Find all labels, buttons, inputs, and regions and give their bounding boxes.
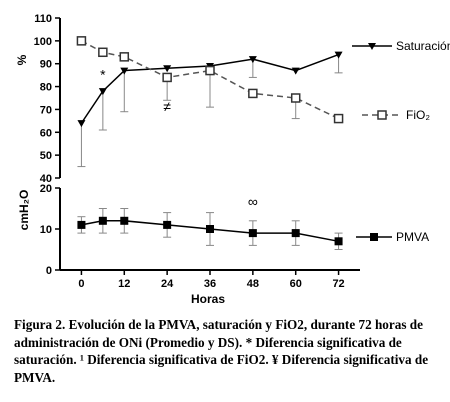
- legend-marker: [368, 43, 376, 50]
- x-tick-label: 24: [161, 278, 174, 290]
- y-tick-label: 90: [40, 59, 52, 71]
- data-point: [205, 65, 215, 76]
- data-point: [291, 229, 300, 238]
- x-tick-label: 60: [290, 278, 302, 290]
- legend-marker: [377, 110, 387, 120]
- y-tick-label: 10: [40, 224, 52, 236]
- data-point: [98, 88, 107, 96]
- data-point: [248, 88, 258, 99]
- data-point: [248, 56, 257, 64]
- data-point: [76, 36, 87, 46]
- series-fio-: [76, 36, 344, 124]
- top-y-axis-title: %: [15, 54, 29, 65]
- y-tick-label: 60: [40, 127, 52, 139]
- series-line: [80, 53, 339, 124]
- legend-label: PMVA: [396, 230, 429, 244]
- data-point: [98, 47, 108, 58]
- bottom-chart-marks: 0 10 20 0 12 24 36 48 60 72 PMVA ∞: [40, 183, 429, 290]
- y-tick-label: 80: [40, 82, 52, 94]
- series-line: [81, 40, 339, 120]
- data-point: [163, 65, 172, 73]
- data-point: [206, 225, 214, 233]
- legend-marker: [370, 233, 378, 241]
- series-saturaci-n: [77, 51, 343, 168]
- legend-item: Saturación: [352, 39, 450, 53]
- figure-caption: Figura 2. Evolución de la PMVA, saturaci…: [14, 317, 429, 385]
- data-point: [77, 120, 86, 128]
- data-point: [120, 216, 129, 225]
- y-tick-label: 100: [34, 36, 52, 48]
- data-point: [334, 51, 343, 59]
- x-tick-label: 0: [78, 278, 84, 290]
- data-point: [334, 237, 343, 246]
- y-tick-label: 50: [40, 150, 52, 162]
- x-tick-label: 48: [247, 278, 259, 290]
- data-point: [333, 113, 344, 124]
- data-point: [77, 220, 86, 229]
- saturation-fio2-chart: 40 50 60 70 80 90 100 110 Saturación FiO₂ * ≠ %: [15, 13, 450, 185]
- data-point: [291, 67, 300, 75]
- y-tick-label: 110: [34, 13, 52, 25]
- legend-label: FiO₂: [406, 108, 430, 122]
- bottom-y-axis-title: cmH₂O: [17, 190, 31, 231]
- y-tick-label: 40: [40, 173, 52, 185]
- legend-label: Saturación: [396, 39, 450, 53]
- data-point: [120, 67, 129, 75]
- data-point: [290, 93, 301, 103]
- data-point: [163, 220, 172, 229]
- data-point: [98, 216, 107, 225]
- y-tick-label: 20: [40, 183, 52, 195]
- legend-item: FiO₂: [362, 108, 430, 122]
- top-chart-marks: 40 50 60 70 80 90 100 110 Saturación FiO₂ * ≠: [34, 13, 450, 185]
- pmva-chart: 0 10 20 0 12 24 36 48 60 72 PMVA ∞ cmH₂O Horas: [17, 183, 429, 306]
- series-pmva: [77, 208, 343, 250]
- data-point: [248, 229, 257, 238]
- significance-mark: *: [100, 67, 106, 83]
- legend-item: PMVA: [356, 230, 429, 244]
- x-tick-label: 72: [332, 278, 344, 290]
- data-point: [162, 72, 172, 83]
- x-axis-title: Horas: [191, 292, 225, 306]
- y-tick-label: 70: [40, 104, 52, 116]
- y-tick-label: 0: [46, 265, 52, 277]
- significance-mark: ∞: [248, 193, 258, 209]
- x-tick-label: 12: [118, 278, 130, 290]
- x-tick-label: 36: [204, 278, 216, 290]
- data-point: [119, 52, 130, 62]
- significance-mark: ≠: [163, 99, 171, 115]
